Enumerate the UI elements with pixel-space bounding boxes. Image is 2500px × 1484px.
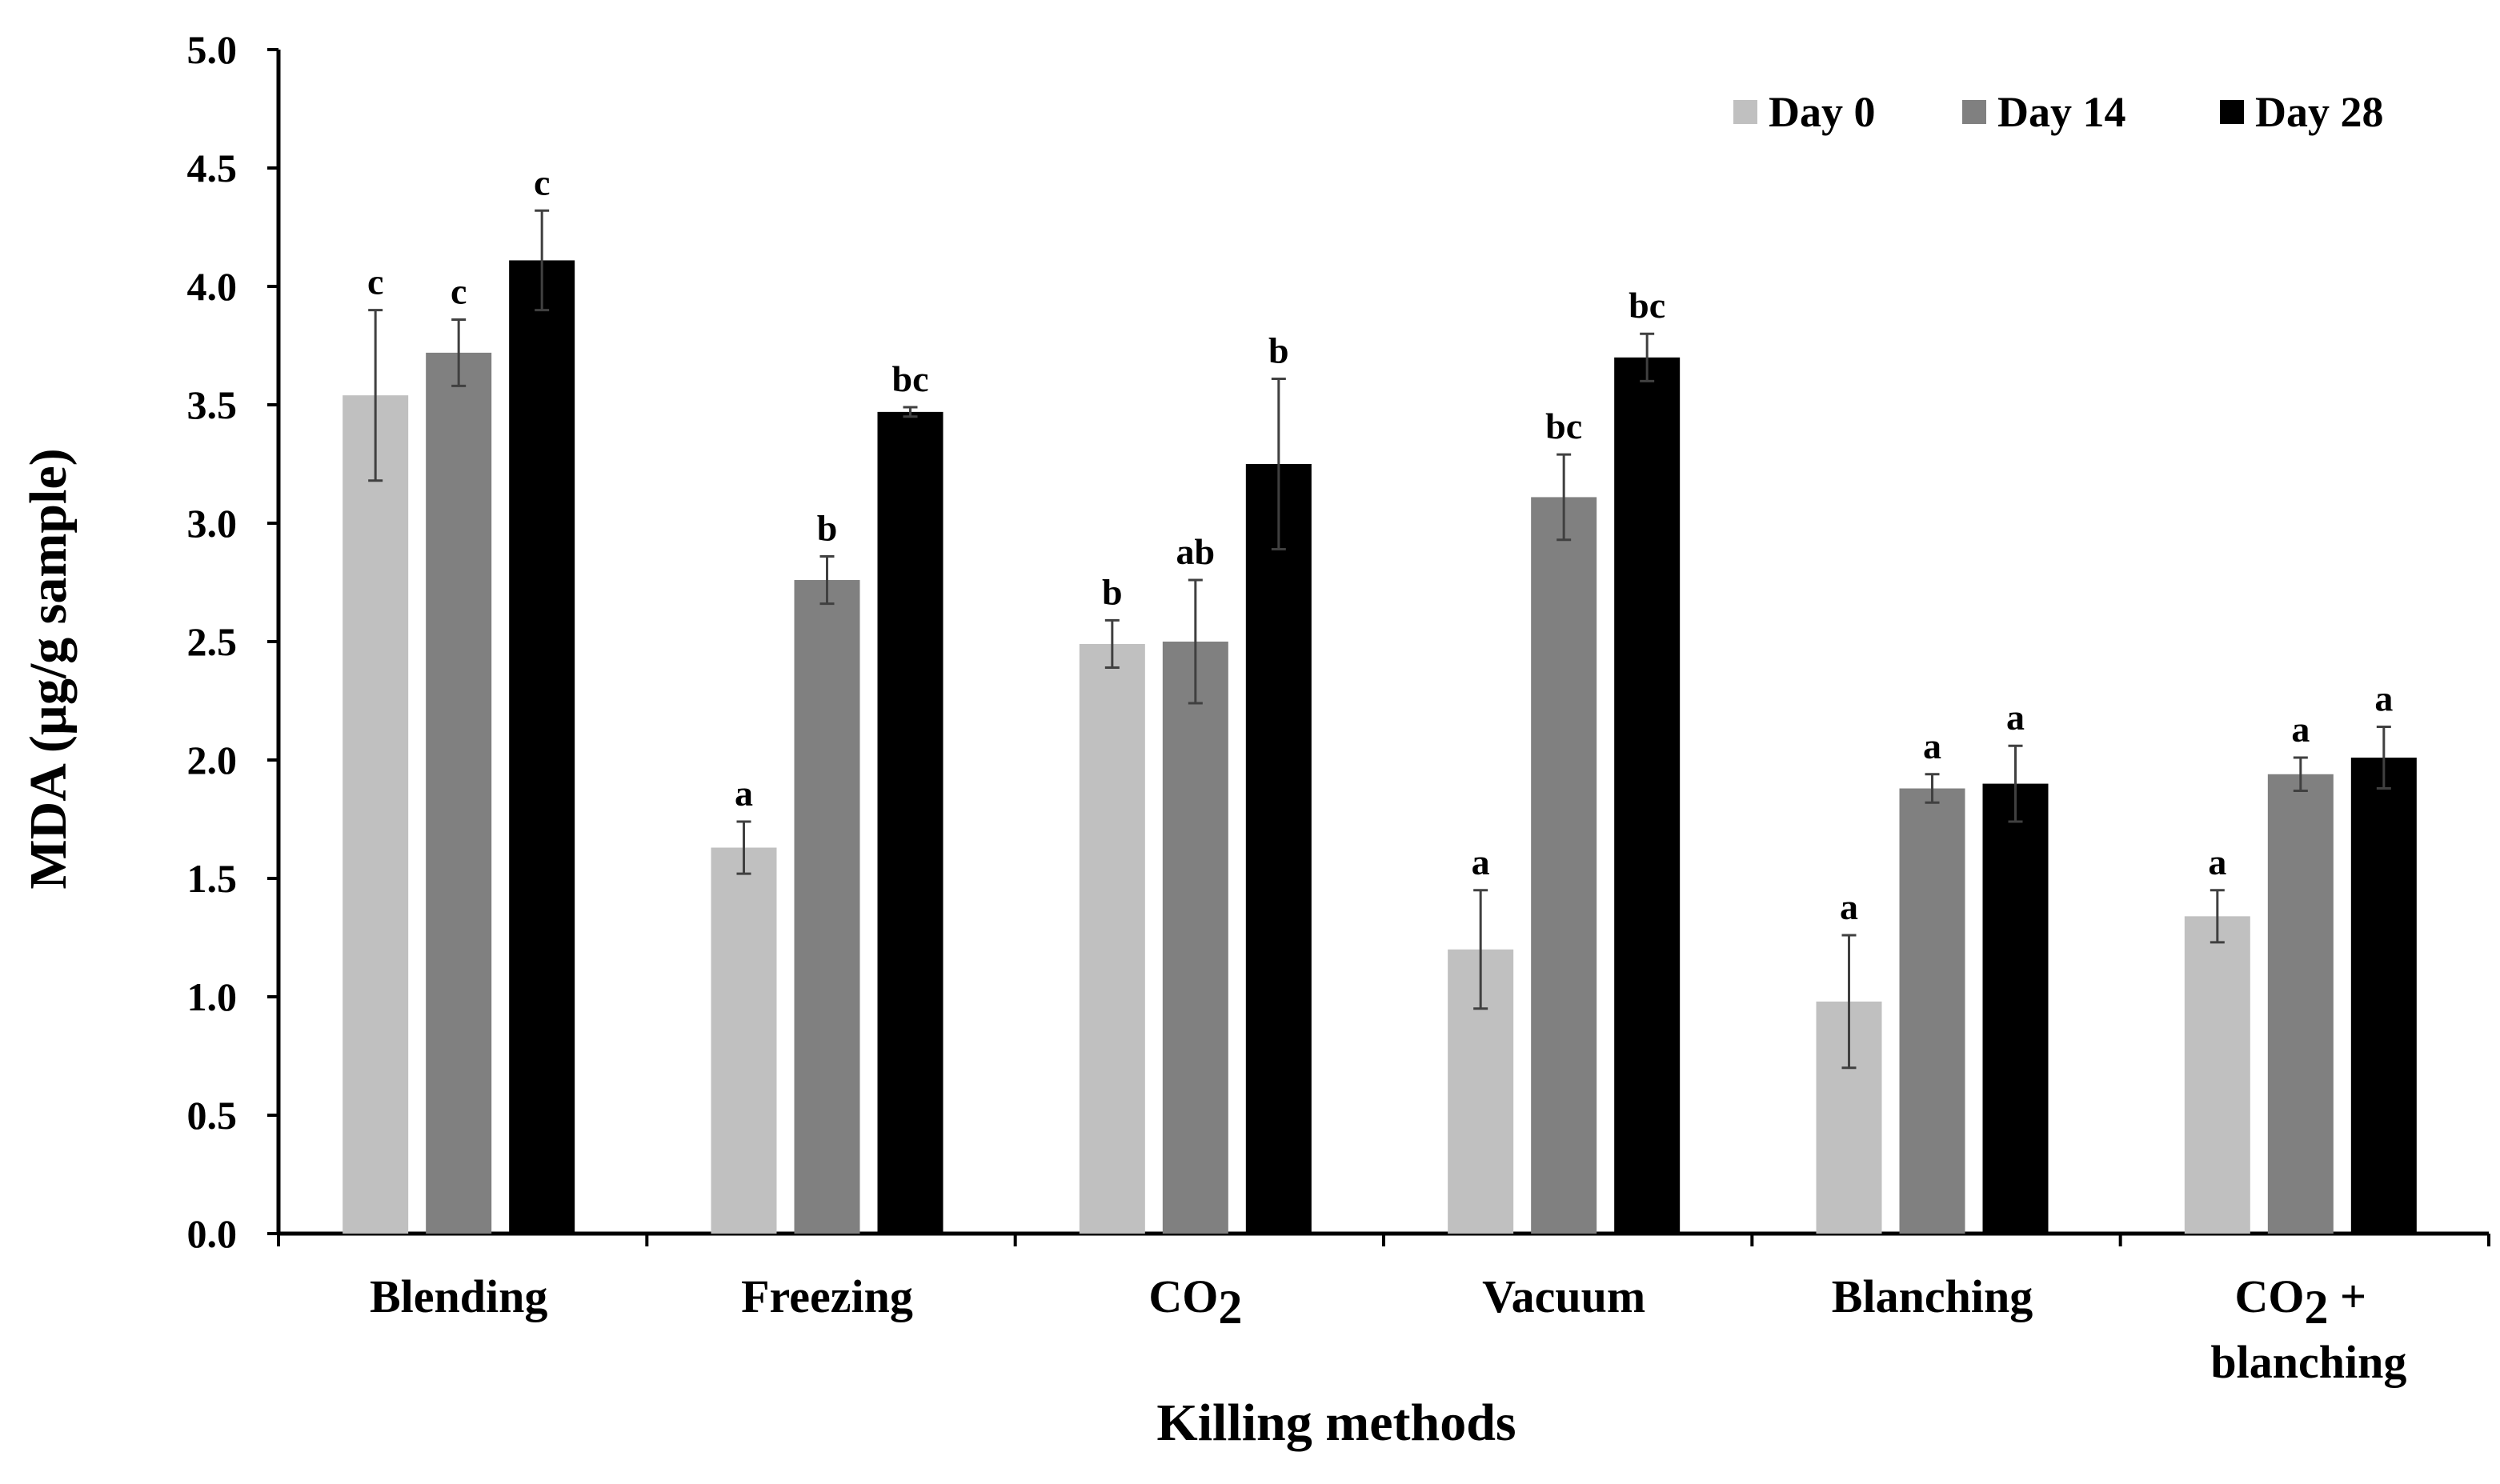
significance-label: bc: [892, 358, 929, 399]
legend-label: Day 14: [1997, 88, 2126, 136]
bar: [1531, 497, 1597, 1234]
significance-label: a: [2006, 697, 2025, 738]
bar: [877, 411, 944, 1234]
bar: [509, 260, 575, 1234]
legend: Day 0 Day 14 Day 28: [1733, 88, 2384, 136]
y-tick-label: 4.0: [187, 264, 238, 309]
bar: [1162, 642, 1228, 1234]
y-tick-label: 1.5: [187, 856, 238, 901]
significance-label: b: [1268, 330, 1289, 370]
legend-swatch: [2220, 100, 2244, 124]
significance-label: c: [534, 162, 550, 202]
bars: [343, 260, 2417, 1234]
category-label: CO2 +: [2235, 1270, 2367, 1334]
y-tick-label: 0.0: [187, 1211, 238, 1256]
x-axis-title: Killing methods: [1156, 1394, 1516, 1452]
significance-label: a: [1472, 842, 1490, 882]
y-tick-label: 0.5: [187, 1093, 238, 1138]
legend-label: Day 28: [2255, 88, 2384, 136]
significance-label: a: [1923, 726, 1941, 766]
bar: [1899, 788, 1965, 1234]
legend-swatch: [1962, 100, 1986, 124]
bar: [426, 352, 492, 1234]
bar: [1614, 357, 1681, 1234]
bar: [2267, 774, 2334, 1234]
x-axis: Blending Freezing CO2 Vacuum Blanching CO2 +b…: [277, 1231, 2490, 1388]
bar: [2184, 916, 2250, 1234]
bar: [1079, 643, 1145, 1234]
category-label: Vacuum: [1482, 1270, 1645, 1322]
category-label: Blanching: [1832, 1270, 2033, 1322]
y-tick-label: 3.5: [187, 382, 238, 427]
significance-label: ab: [1176, 531, 1216, 572]
bar: [343, 395, 409, 1234]
category-label: Blending: [370, 1270, 547, 1322]
bar: [1982, 783, 2049, 1234]
y-tick-label: 4.5: [187, 146, 238, 190]
significance-label: bc: [1629, 285, 1665, 326]
category-label-line2: blanching: [2210, 1336, 2406, 1388]
significance-label: a: [735, 773, 753, 814]
significance-label: c: [367, 262, 383, 302]
significance-label: b: [1102, 571, 1123, 612]
category-label: CO2: [1148, 1270, 1242, 1334]
significance-label: c: [451, 270, 467, 311]
significance-label: a: [2291, 709, 2310, 750]
bar: [2350, 758, 2417, 1234]
bar: [711, 847, 777, 1234]
y-tick-label: 5.0: [187, 27, 238, 72]
legend-label: Day 0: [1769, 88, 1876, 136]
y-axis: 0.0 0.5 1.0 1.5 2.0 2.5 3.0 3.5 4.0 4.5 5.0: [187, 27, 281, 1256]
significance-label: a: [2208, 842, 2226, 882]
significance-label: a: [2374, 678, 2393, 719]
bar: [794, 580, 860, 1234]
y-tick-label: 3.0: [187, 501, 238, 546]
significance-label: bc: [1545, 406, 1582, 446]
legend-swatch: [1733, 100, 1757, 124]
y-axis-title: MDA (µg/g sample): [19, 448, 78, 889]
bar: [1245, 464, 1312, 1234]
significance-label: b: [817, 507, 838, 548]
significance-label: a: [1840, 886, 1858, 927]
y-tick-label: 1.0: [187, 974, 238, 1019]
category-label: Freezing: [741, 1270, 913, 1322]
y-tick-label: 2.0: [187, 738, 238, 782]
y-tick-label: 2.5: [187, 619, 238, 664]
error-bars: [368, 209, 2391, 1070]
